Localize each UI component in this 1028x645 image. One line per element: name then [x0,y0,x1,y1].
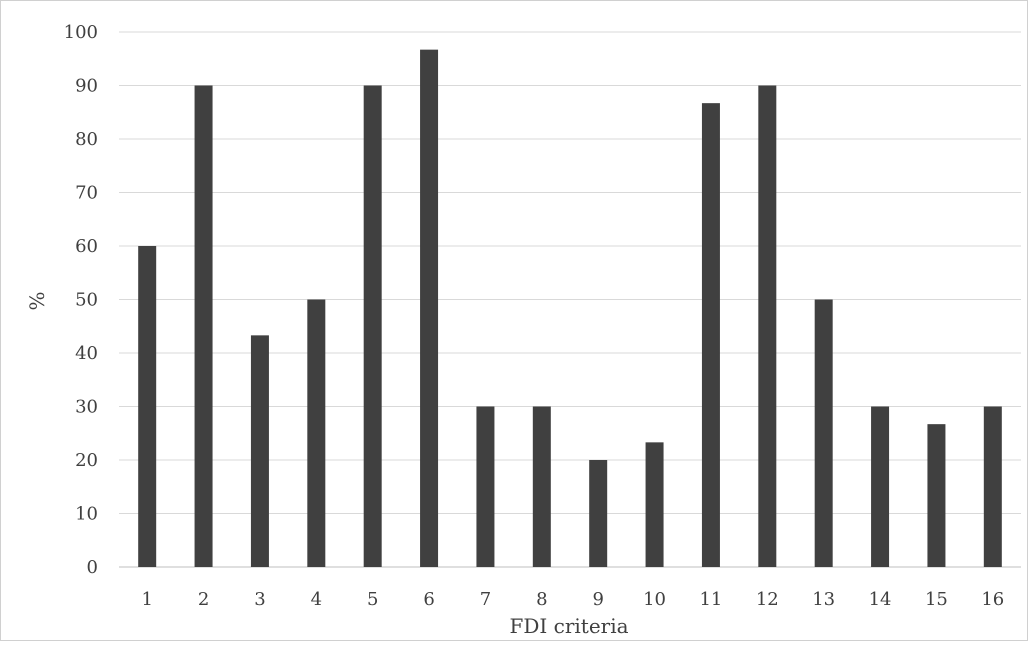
x-tick-label: 7 [480,589,491,610]
bar-6 [420,49,439,567]
bars [138,49,1002,567]
y-tick-label: 60 [75,236,98,257]
bar-15 [927,424,946,567]
y-tick-label: 40 [75,343,98,364]
y-tick-label: 80 [75,129,98,150]
bar-12 [758,85,777,567]
bar-3 [250,335,269,567]
y-tick-label: 30 [75,397,98,418]
y-tick-label: 100 [64,22,98,43]
x-axis-ticks: 1 2 3 4 5 6 7 8 9 10 11 12 13 14 15 16 [141,589,1004,610]
y-tick-label: 20 [75,450,98,471]
x-tick-label: 14 [869,589,892,610]
x-tick-label: 13 [812,589,835,610]
bar-7 [476,406,495,567]
y-tick-label: 50 [75,290,98,311]
bar-8 [532,406,551,567]
x-tick-label: 9 [592,589,603,610]
x-tick-label: 3 [254,589,265,610]
x-tick-label: 1 [141,589,152,610]
y-axis-ticks: 0 10 20 30 40 50 60 70 80 90 100 [64,22,98,578]
y-tick-label: 90 [75,76,98,97]
x-tick-label: 12 [756,589,779,610]
y-tick-label: 10 [75,504,98,525]
x-axis-label: FDI criteria [509,614,628,638]
bar-16 [983,406,1002,567]
x-tick-label: 6 [423,589,434,610]
x-tick-label: 10 [643,589,666,610]
x-tick-label: 15 [925,589,948,610]
bar-11 [701,103,720,567]
y-tick-label: 70 [75,183,98,204]
y-tick-label: 0 [87,557,98,578]
x-tick-label: 4 [311,589,322,610]
x-tick-label: 16 [981,589,1004,610]
y-axis-label: % [25,291,49,310]
bar-10 [645,442,664,567]
bar-14 [871,406,890,567]
x-tick-label: 2 [198,589,209,610]
bar-1 [138,246,157,567]
gridlines [119,31,1021,568]
x-tick-label: 11 [699,589,722,610]
bar-9 [589,460,608,567]
x-tick-label: 8 [536,589,547,610]
bar-5 [363,85,382,567]
bar-4 [307,299,326,567]
x-tick-label: 5 [367,589,378,610]
bar-13 [814,299,833,567]
bar-2 [194,85,213,567]
